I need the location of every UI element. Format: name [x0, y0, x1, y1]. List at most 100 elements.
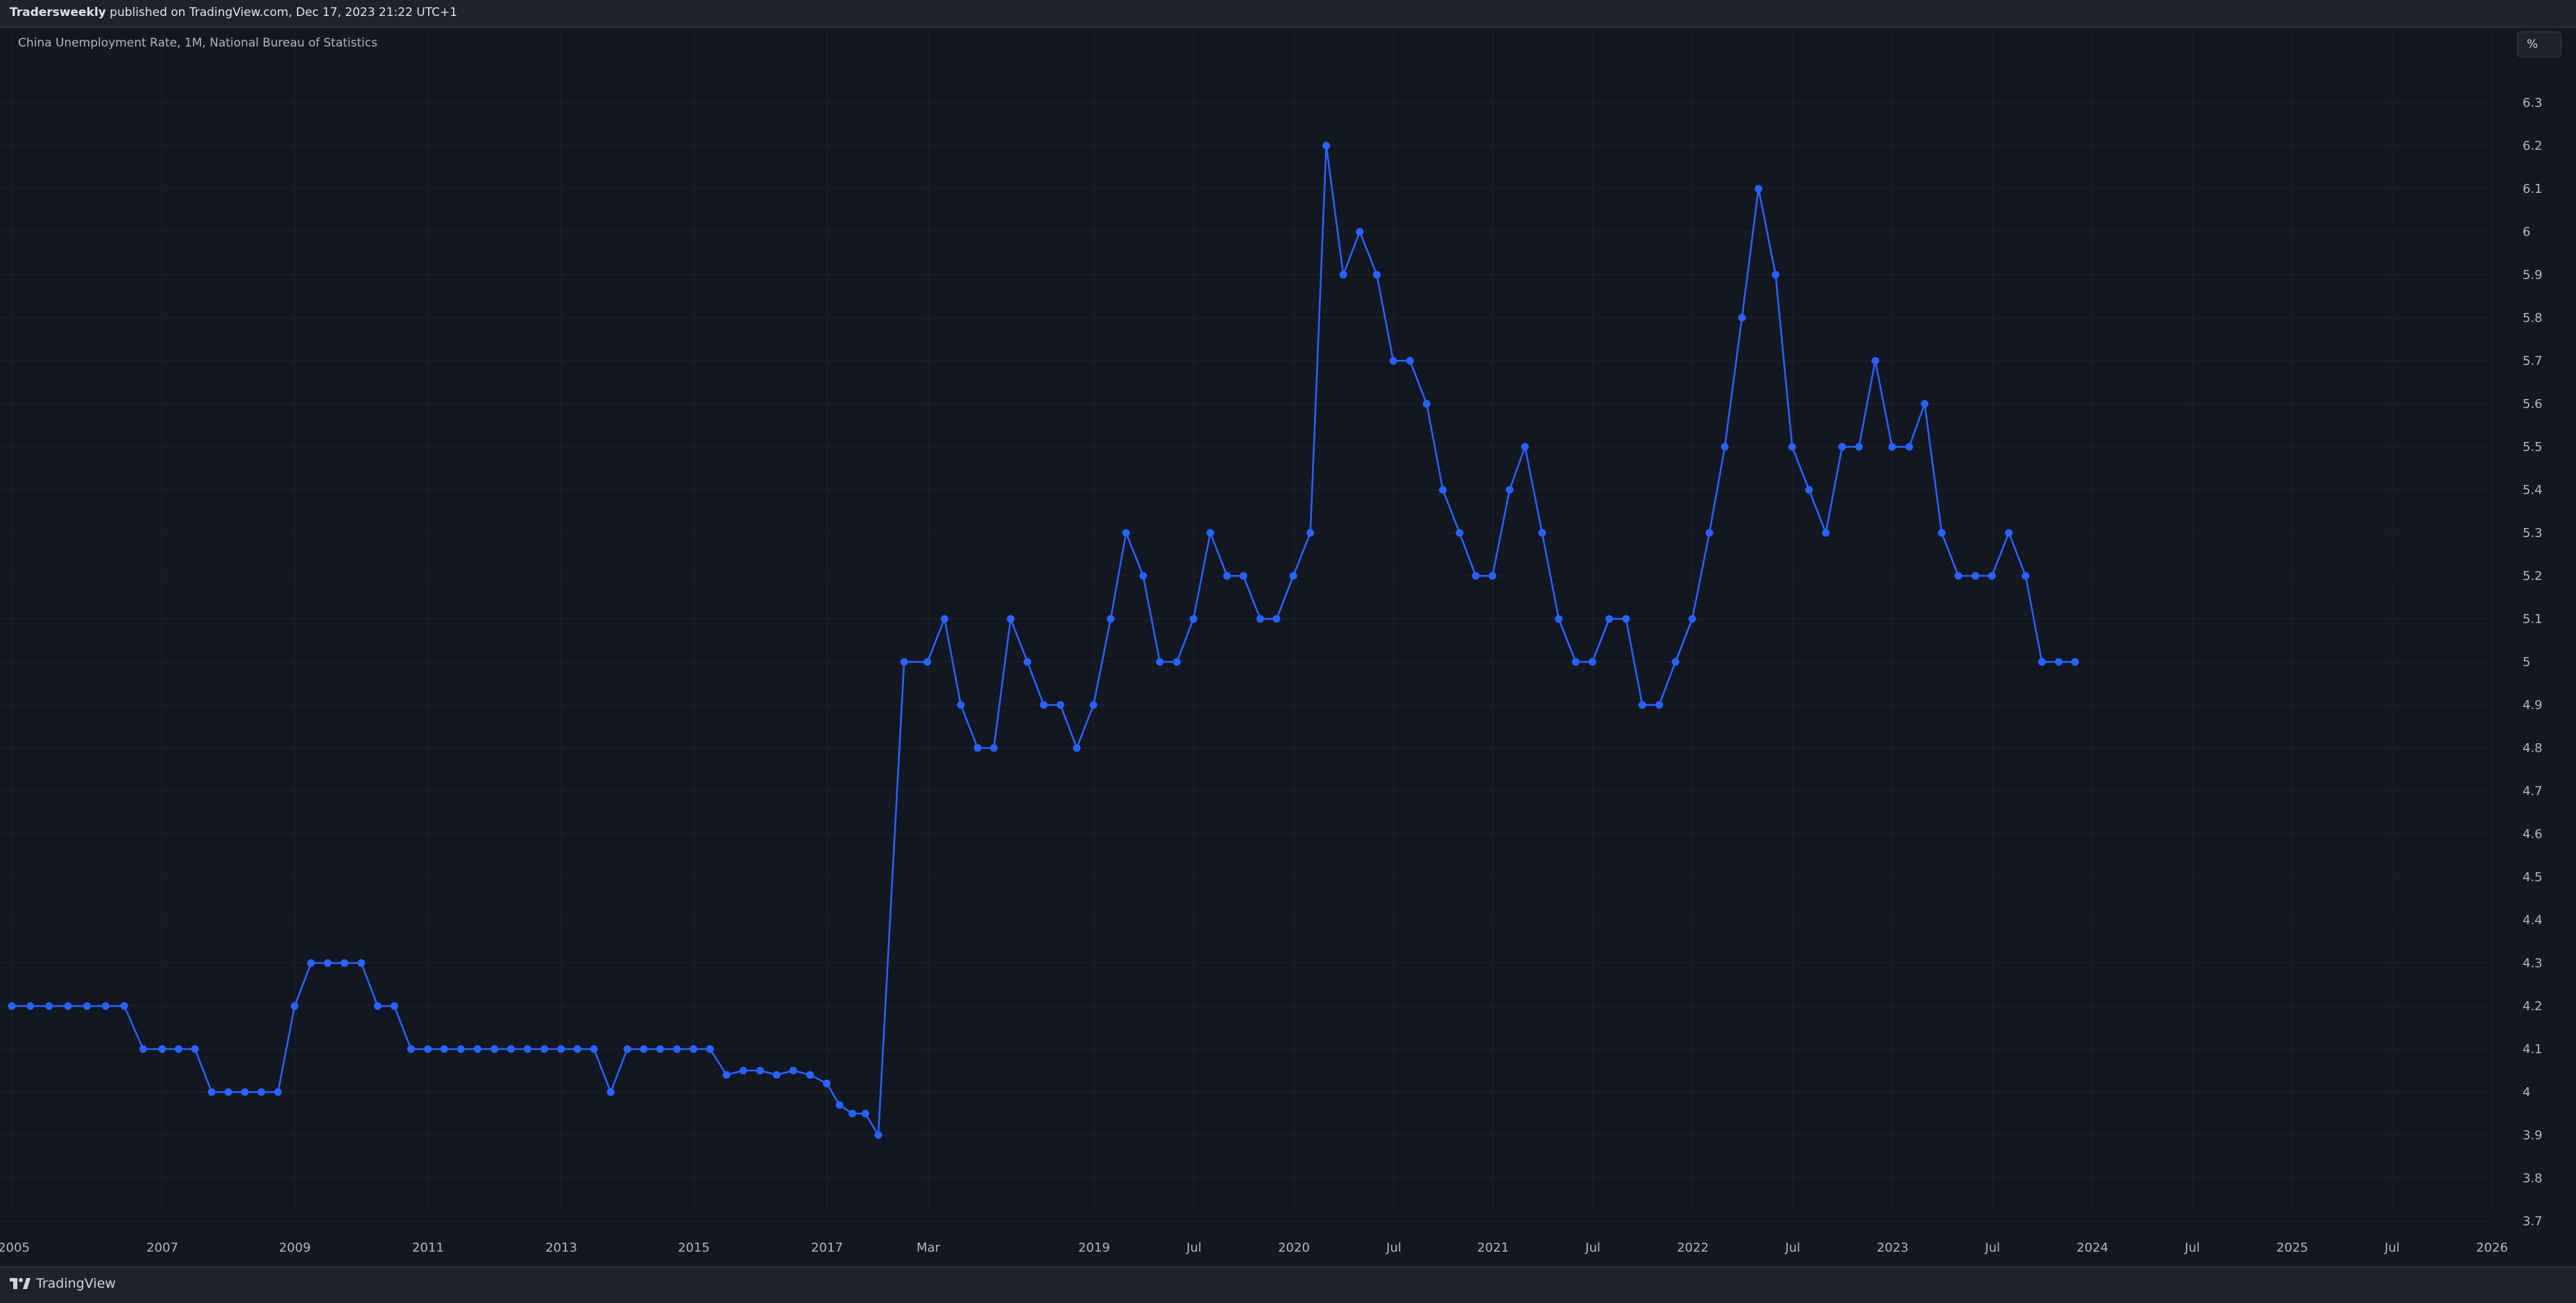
- data-point[interactable]: [8, 1002, 16, 1010]
- data-point[interactable]: [1256, 615, 1264, 623]
- data-point[interactable]: [26, 1002, 35, 1010]
- data-point[interactable]: [1688, 615, 1696, 623]
- data-point[interactable]: [1322, 142, 1331, 150]
- data-point[interactable]: [656, 1045, 665, 1053]
- data-point[interactable]: [673, 1045, 681, 1053]
- data-point[interactable]: [1389, 357, 1397, 365]
- data-point[interactable]: [1655, 701, 1663, 709]
- data-point[interactable]: [590, 1045, 598, 1053]
- data-point[interactable]: [1871, 357, 1879, 365]
- data-point[interactable]: [1555, 615, 1563, 623]
- data-point[interactable]: [1356, 228, 1364, 236]
- data-point[interactable]: [861, 1109, 869, 1118]
- data-point[interactable]: [823, 1080, 831, 1088]
- tradingview-brand[interactable]: TradingView: [10, 1276, 116, 1291]
- data-point[interactable]: [1306, 529, 1315, 537]
- chart-area[interactable]: 3.7 3.8 3.9 4 4.1 4.2 4.3 4.4 4.5 4.6 4.7 4.8 4.9 5 5.…: [0, 28, 2576, 1266]
- data-point[interactable]: [1456, 529, 1464, 537]
- data-point[interactable]: [1439, 486, 1447, 494]
- data-point[interactable]: [1239, 572, 1247, 580]
- data-point[interactable]: [1538, 529, 1546, 537]
- data-point[interactable]: [1122, 529, 1130, 537]
- data-point[interactable]: [690, 1045, 698, 1053]
- data-point[interactable]: [2038, 658, 2046, 666]
- data-point[interactable]: [2005, 529, 2013, 537]
- data-point[interactable]: [1339, 271, 1347, 279]
- data-point[interactable]: [806, 1071, 814, 1079]
- data-point[interactable]: [1855, 443, 1863, 451]
- data-point[interactable]: [1721, 443, 1729, 451]
- data-point[interactable]: [606, 1088, 615, 1096]
- data-point[interactable]: [835, 1101, 844, 1109]
- data-point[interactable]: [1738, 314, 1746, 322]
- data-point[interactable]: [373, 1002, 382, 1010]
- data-point[interactable]: [773, 1071, 781, 1079]
- data-point[interactable]: [473, 1045, 481, 1053]
- data-point[interactable]: [407, 1045, 415, 1053]
- data-point[interactable]: [789, 1066, 797, 1075]
- data-point[interactable]: [1971, 572, 1979, 580]
- data-point[interactable]: [1039, 701, 1048, 709]
- data-point[interactable]: [1755, 185, 1763, 193]
- data-point[interactable]: [1521, 443, 1529, 451]
- data-point[interactable]: [207, 1088, 216, 1096]
- data-point[interactable]: [1805, 486, 1813, 494]
- data-point[interactable]: [1139, 572, 1148, 580]
- data-point[interactable]: [224, 1088, 232, 1096]
- data-point[interactable]: [1588, 658, 1596, 666]
- data-point[interactable]: [623, 1045, 631, 1053]
- data-point[interactable]: [1705, 529, 1714, 537]
- data-point[interactable]: [241, 1088, 249, 1096]
- data-point[interactable]: [1057, 701, 1065, 709]
- data-point[interactable]: [739, 1066, 747, 1075]
- data-point[interactable]: [1156, 658, 1164, 666]
- data-point[interactable]: [1938, 529, 1946, 537]
- data-point[interactable]: [706, 1045, 714, 1053]
- data-point[interactable]: [1954, 572, 1963, 580]
- data-point[interactable]: [440, 1045, 448, 1053]
- data-point[interactable]: [1622, 615, 1630, 623]
- data-point[interactable]: [1638, 701, 1646, 709]
- data-point[interactable]: [45, 1002, 53, 1010]
- data-point[interactable]: [2055, 658, 2063, 666]
- data-point[interactable]: [957, 701, 965, 709]
- data-point[interactable]: [1788, 443, 1796, 451]
- data-point[interactable]: [1373, 271, 1381, 279]
- data-point[interactable]: [990, 744, 998, 752]
- data-point[interactable]: [973, 744, 982, 752]
- price-scale-unit-button[interactable]: %: [2517, 31, 2561, 58]
- data-point[interactable]: [139, 1045, 147, 1053]
- data-point[interactable]: [390, 1002, 398, 1010]
- data-point[interactable]: [1272, 615, 1281, 623]
- data-point[interactable]: [1007, 615, 1015, 623]
- data-point[interactable]: [191, 1045, 199, 1053]
- data-point[interactable]: [357, 959, 366, 967]
- data-point[interactable]: [1605, 615, 1613, 623]
- data-point[interactable]: [540, 1045, 549, 1053]
- data-point[interactable]: [923, 658, 932, 666]
- data-point[interactable]: [120, 1002, 128, 1010]
- data-point[interactable]: [158, 1045, 167, 1053]
- data-point[interactable]: [1822, 529, 1830, 537]
- data-point[interactable]: [507, 1045, 515, 1053]
- data-point[interactable]: [940, 615, 948, 623]
- data-point[interactable]: [1289, 572, 1297, 580]
- data-point[interactable]: [1172, 658, 1181, 666]
- data-point[interactable]: [1089, 701, 1098, 709]
- data-point[interactable]: [1571, 658, 1580, 666]
- data-point[interactable]: [323, 959, 332, 967]
- data-point[interactable]: [291, 1002, 299, 1010]
- data-point[interactable]: [1472, 572, 1480, 580]
- data-point[interactable]: [1905, 443, 1913, 451]
- data-point[interactable]: [1771, 271, 1780, 279]
- data-point[interactable]: [1920, 400, 1929, 408]
- data-point[interactable]: [1107, 615, 1115, 623]
- data-point[interactable]: [491, 1045, 499, 1053]
- data-point[interactable]: [1189, 615, 1197, 623]
- data-point[interactable]: [307, 959, 315, 967]
- data-point[interactable]: [457, 1045, 465, 1053]
- data-point[interactable]: [64, 1002, 72, 1010]
- data-point[interactable]: [341, 959, 348, 967]
- data-point[interactable]: [424, 1045, 432, 1053]
- data-point[interactable]: [2071, 658, 2079, 666]
